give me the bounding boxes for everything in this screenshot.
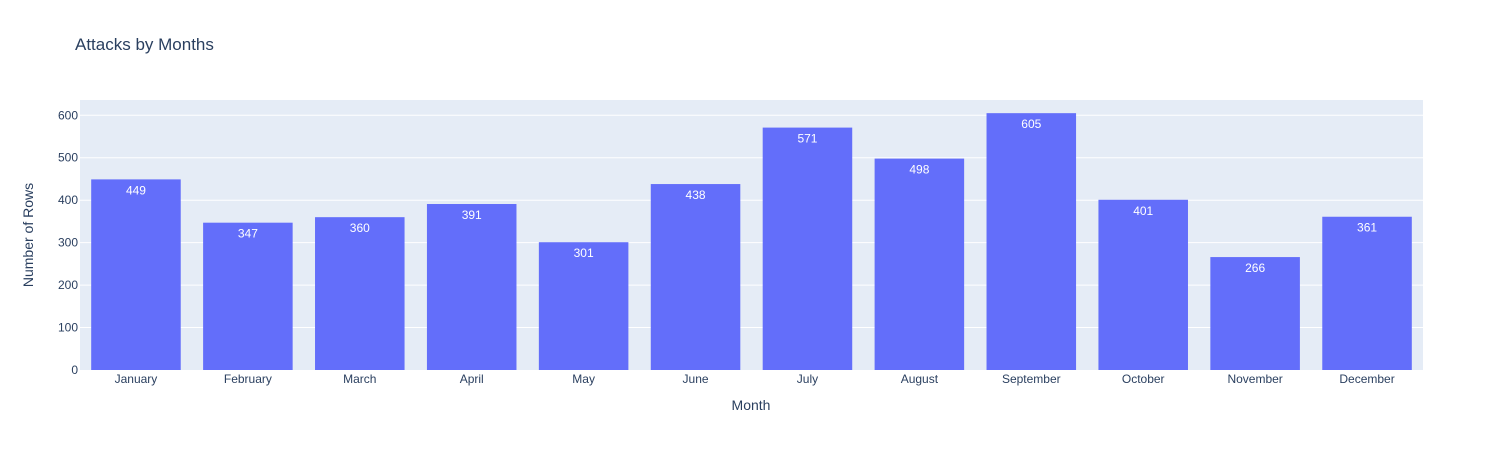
bar[interactable] bbox=[315, 217, 405, 370]
bar[interactable] bbox=[1098, 199, 1188, 370]
x-tick-label: June bbox=[683, 372, 709, 386]
x-tick-label: August bbox=[901, 372, 939, 386]
y-tick-label: 500 bbox=[58, 151, 78, 165]
y-tick-label: 200 bbox=[58, 278, 78, 292]
bar-value-label: 438 bbox=[686, 188, 706, 202]
chart-title: Attacks by Months bbox=[75, 35, 214, 54]
x-axis-ticks: January February March April May June July Augu… bbox=[115, 372, 1395, 386]
bar-value-label: 301 bbox=[574, 246, 594, 260]
bar-value-label: 360 bbox=[350, 221, 370, 235]
bar[interactable] bbox=[762, 127, 853, 371]
y-axis-title: Number of Rows bbox=[20, 183, 36, 287]
x-tick-label: January bbox=[115, 372, 158, 386]
bar-value-label: 401 bbox=[1133, 204, 1153, 218]
x-tick-label: February bbox=[224, 372, 272, 386]
bar[interactable] bbox=[874, 158, 965, 370]
plot-background bbox=[80, 100, 1423, 370]
bar-value-labels: 449 347 360 391 301 438 571 498 605 401 266 361 bbox=[126, 117, 1377, 275]
bar[interactable] bbox=[203, 222, 293, 370]
x-tick-label: April bbox=[460, 372, 484, 386]
x-tick-label: July bbox=[797, 372, 818, 386]
y-axis-ticks: 0 100 200 300 400 500 600 bbox=[58, 108, 78, 377]
bars bbox=[91, 113, 1412, 371]
bar-value-label: 391 bbox=[462, 208, 482, 222]
y-tick-label: 300 bbox=[58, 236, 78, 250]
x-tick-label: November bbox=[1227, 372, 1282, 386]
x-tick-label: September bbox=[1002, 372, 1061, 386]
bar-value-label: 498 bbox=[909, 163, 929, 177]
bar-value-label: 605 bbox=[1021, 117, 1041, 131]
bar-value-label: 571 bbox=[797, 132, 817, 146]
bar[interactable] bbox=[91, 179, 181, 370]
x-tick-label: October bbox=[1122, 372, 1165, 386]
x-axis-title: Month bbox=[732, 397, 771, 413]
bar[interactable] bbox=[986, 113, 1077, 371]
y-tick-label: 400 bbox=[58, 193, 78, 207]
x-tick-label: December bbox=[1339, 372, 1394, 386]
x-tick-label: March bbox=[343, 372, 376, 386]
bar[interactable] bbox=[1322, 216, 1412, 370]
gridlines bbox=[80, 114, 1423, 329]
bar-value-label: 266 bbox=[1245, 261, 1265, 275]
bar[interactable] bbox=[1210, 257, 1300, 370]
y-tick-label: 100 bbox=[58, 321, 78, 335]
bar-value-label: 449 bbox=[126, 183, 146, 197]
bar-value-label: 361 bbox=[1357, 221, 1377, 235]
bar[interactable] bbox=[538, 242, 629, 370]
bar[interactable] bbox=[650, 184, 741, 370]
y-tick-label: 0 bbox=[71, 363, 78, 377]
x-tick-label: May bbox=[572, 372, 595, 386]
bar[interactable] bbox=[426, 204, 517, 370]
bar-value-label: 347 bbox=[238, 227, 258, 241]
y-tick-label: 600 bbox=[58, 108, 78, 122]
